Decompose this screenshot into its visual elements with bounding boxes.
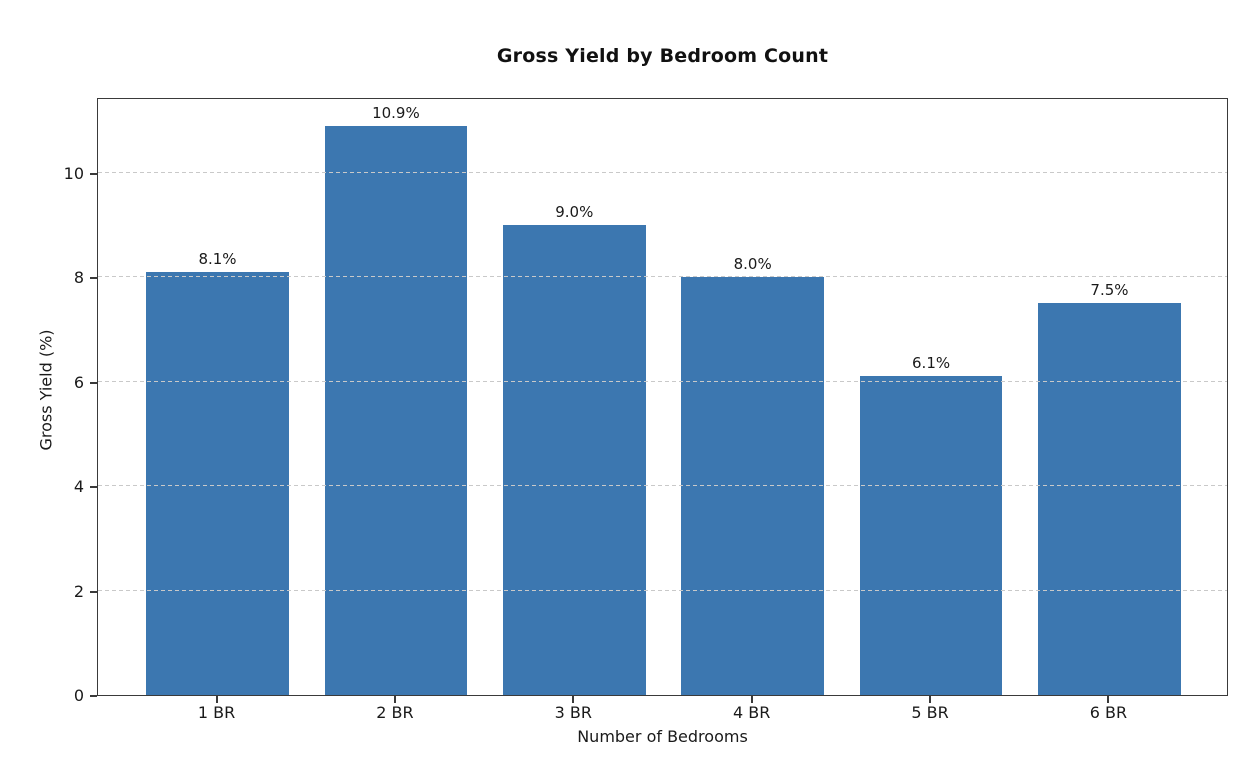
- gridline-y-8: [98, 276, 1227, 278]
- bar-value-label: 8.1%: [198, 249, 237, 268]
- x-tick-label: 2 BR: [376, 703, 414, 722]
- bar-value-label: 6.1%: [912, 354, 951, 373]
- x-tick-mark: [393, 695, 396, 703]
- gridline-y-6: [98, 380, 1227, 382]
- bar-5-br: [859, 376, 1003, 695]
- bar-6-br: [1038, 303, 1181, 695]
- bar-value-label: 9.0%: [555, 202, 594, 221]
- y-tick-label: 0: [73, 686, 84, 705]
- x-tick-mark: [750, 695, 753, 703]
- x-tick-mark: [1107, 695, 1110, 703]
- y-tick-mark: [90, 695, 97, 697]
- x-axis-label: Number of Bedrooms: [577, 727, 748, 746]
- y-tick-label: 4: [73, 477, 84, 497]
- y-tick-mark: [90, 277, 97, 280]
- x-tick-label: 6 BR: [1089, 703, 1128, 722]
- bar-4-br: [681, 277, 825, 695]
- bar-value-label: 8.0%: [733, 255, 772, 274]
- plot-area: 8.1% 10.9% 9.0% 8.0% 6.1% 7.5%: [97, 98, 1228, 696]
- bar-3-br: [502, 224, 646, 695]
- gridline-y-4: [98, 485, 1227, 487]
- bar-2-br: [324, 125, 468, 695]
- y-tick-label: 8: [73, 268, 84, 288]
- y-tick-mark: [90, 172, 97, 175]
- y-tick-mark: [90, 381, 97, 384]
- bar-value-label: 7.5%: [1090, 281, 1129, 300]
- x-tick-mark: [215, 695, 218, 703]
- y-tick-mark: [90, 486, 97, 489]
- bar-1-br: [146, 271, 289, 695]
- bar-value-label: 10.9%: [372, 103, 420, 122]
- gridline-y-2: [98, 589, 1227, 591]
- gridline-y-10: [98, 171, 1227, 173]
- chart-title: Gross Yield by Bedroom Count: [496, 45, 829, 67]
- x-tick-label: 4 BR: [733, 703, 771, 722]
- y-tick-label: 10: [63, 163, 84, 183]
- x-tick-label: 3 BR: [554, 703, 592, 722]
- x-tick-label: 5 BR: [911, 703, 949, 722]
- y-tick-label: 6: [73, 372, 84, 392]
- x-tick-mark: [929, 695, 932, 703]
- y-tick-label: 2: [73, 581, 84, 601]
- x-tick-mark: [572, 695, 575, 703]
- x-tick-label: 1 BR: [197, 703, 236, 722]
- y-tick-mark: [90, 590, 97, 593]
